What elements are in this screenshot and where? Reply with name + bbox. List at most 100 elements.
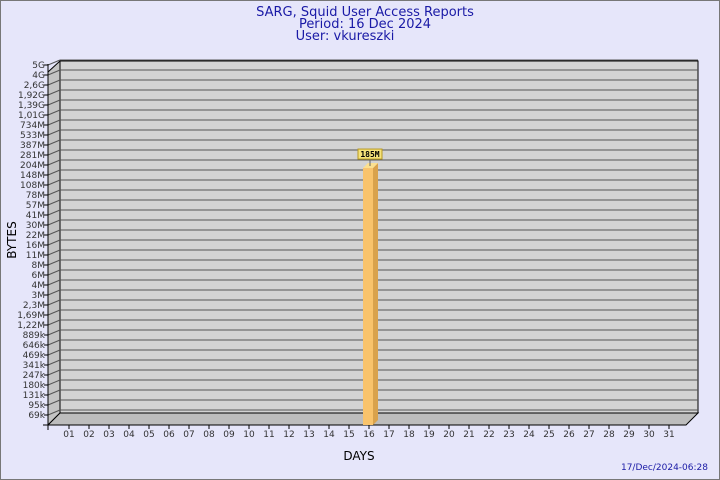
y-tick-label: 41M (26, 211, 45, 221)
y-tick-label: 1,39G (18, 101, 45, 111)
y-tick-label: 889k (23, 331, 46, 341)
gridline-side (47, 279, 61, 286)
y-tick-label: 22M (26, 231, 45, 241)
x-tick-label: 26 (563, 430, 575, 440)
gridline-side (47, 319, 61, 326)
gridline-side (47, 119, 61, 126)
y-tick-label: 1,92G (18, 91, 45, 101)
x-tick-label: 13 (303, 430, 314, 440)
y-tick-label: 30M (26, 221, 45, 231)
x-tick-label: 02 (83, 430, 94, 440)
x-tick-label: 22 (483, 430, 494, 440)
gridline-side (47, 99, 61, 106)
generated-timestamp: 17/Dec/2024-06:28 (621, 463, 708, 473)
gridline-side (47, 179, 61, 186)
y-tick-label: 57M (26, 201, 45, 211)
gridline-side (47, 339, 61, 346)
gridline-side (47, 109, 61, 116)
gridline-side (47, 359, 61, 366)
x-tick-label: 19 (423, 430, 435, 440)
x-tick-label: 10 (243, 430, 255, 440)
y-tick-label: 3M (32, 291, 46, 301)
y-tick-label: 95k (28, 401, 45, 411)
gridline-side (47, 379, 61, 386)
gridline-side (47, 269, 61, 276)
x-tick-label: 21 (463, 430, 474, 440)
chart-user: User: vkureszki (296, 29, 395, 44)
gridline-side (47, 159, 61, 166)
x-tick-label: 17 (383, 430, 394, 440)
x-tick-label: 04 (123, 430, 135, 440)
x-tick-label: 25 (543, 430, 554, 440)
y-tick-label: 11M (26, 251, 45, 261)
x-tick-label: 11 (263, 430, 274, 440)
gridline-side (47, 389, 61, 396)
gridline-side (47, 69, 61, 76)
gridline-side (47, 249, 61, 256)
gridline-side (47, 239, 61, 246)
x-tick-label: 23 (503, 430, 514, 440)
y-tick-label: 1,22M (17, 321, 45, 331)
y-tick-label: 131k (23, 391, 46, 401)
y-tick-label: 1,69M (17, 311, 45, 321)
y-tick-label: 533M (20, 131, 45, 141)
gridline-side (47, 349, 61, 356)
data-label-box (357, 148, 383, 160)
x-tick-label: 01 (63, 430, 74, 440)
y-tick-label: 8M (32, 261, 46, 271)
x-tick-label: 20 (443, 430, 455, 440)
x-tick-label: 03 (103, 430, 114, 440)
gridline-side (47, 289, 61, 296)
gridline-side (47, 189, 61, 196)
bar-side-day-16 (373, 163, 378, 425)
gridline-side (47, 229, 61, 236)
y-tick-label: 4G (32, 71, 45, 81)
gridline-side (47, 139, 61, 146)
gridline-side (47, 329, 61, 336)
gridline-side (47, 309, 61, 316)
gridline-side (47, 169, 61, 176)
gridline-side (47, 369, 61, 376)
y-tick-label: 6M (32, 271, 46, 281)
gridline-side (47, 299, 61, 306)
y-tick-label: 108M (20, 181, 45, 191)
gridline-side (47, 409, 61, 416)
y-tick-label: 69k (28, 411, 45, 421)
gridline-side (47, 129, 61, 136)
x-tick-label: 12 (283, 430, 294, 440)
gridline-side (47, 59, 61, 66)
bar-day-16 (363, 168, 373, 425)
x-tick-label: 28 (603, 430, 615, 440)
data-label: 185M (360, 150, 379, 159)
x-tick-label: 05 (143, 430, 154, 440)
x-tick-label: 07 (183, 430, 194, 440)
y-axis-label: BYTES (5, 221, 19, 258)
x-tick-label: 18 (403, 430, 415, 440)
gridline-side (47, 209, 61, 216)
y-tick-label: 1,01G (18, 111, 45, 121)
y-tick-label: 341k (23, 361, 46, 371)
chart-title: SARG, Squid User Access Reports (256, 5, 474, 20)
chart-period: Period: 16 Dec 2024 (299, 17, 431, 32)
x-tick-label: 24 (523, 430, 535, 440)
x-tick-label: 31 (663, 430, 674, 440)
gridline-side (47, 79, 61, 86)
y-tick-label: 2,6G (24, 81, 45, 91)
y-tick-label: 281M (20, 151, 45, 161)
x-tick-label: 09 (223, 430, 235, 440)
y-tick-label: 646k (23, 341, 46, 351)
x-tick-label: 15 (343, 430, 354, 440)
gridline-side (47, 199, 61, 206)
gridline-side (47, 149, 61, 156)
y-tick-label: 204M (20, 161, 45, 171)
x-tick-label: 30 (643, 430, 655, 440)
y-tick-label: 469k (23, 351, 46, 361)
y-tick-label: 734M (20, 121, 45, 131)
y-tick-label: 387M (20, 141, 45, 151)
y-tick-label: 180k (23, 381, 46, 391)
y-tick-label: 78M (26, 191, 45, 201)
x-tick-label: 16 (363, 430, 375, 440)
x-tick-label: 14 (323, 430, 335, 440)
y-tick-label: 4M (32, 281, 46, 291)
